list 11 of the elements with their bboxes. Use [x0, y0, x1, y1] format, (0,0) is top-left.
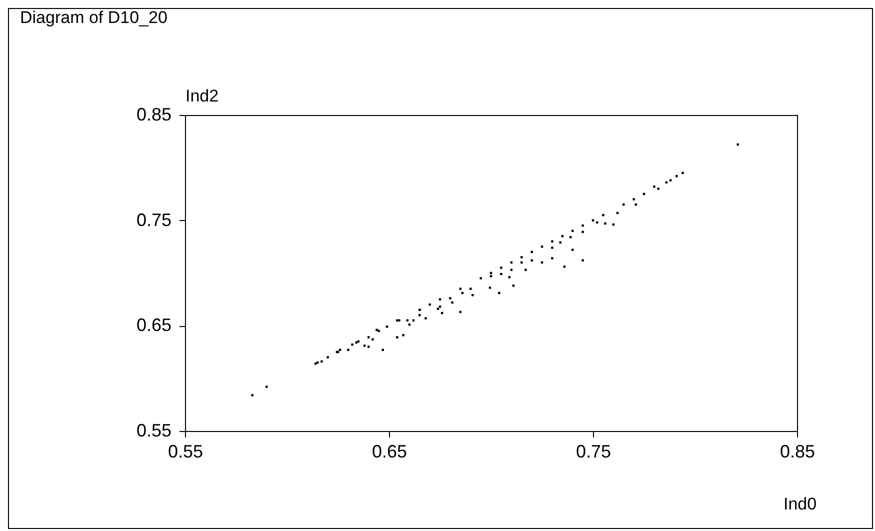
- y-tick-label: 0.75: [136, 210, 172, 230]
- x-axis-title: Ind0: [784, 494, 817, 514]
- y-tick-label: 0.55: [136, 420, 172, 440]
- y-tick-label: 0.85: [136, 104, 172, 124]
- x-tick-label: 0.55: [168, 442, 204, 462]
- x-tick-label: 0.65: [372, 442, 408, 462]
- x-tick-label: 0.85: [780, 442, 816, 462]
- x-tick-label: 0.75: [576, 442, 612, 462]
- y-axis-title: Ind2: [186, 86, 219, 106]
- y-tick-label: 0.65: [136, 315, 172, 336]
- chart-title: Diagram of D10_20: [20, 8, 168, 27]
